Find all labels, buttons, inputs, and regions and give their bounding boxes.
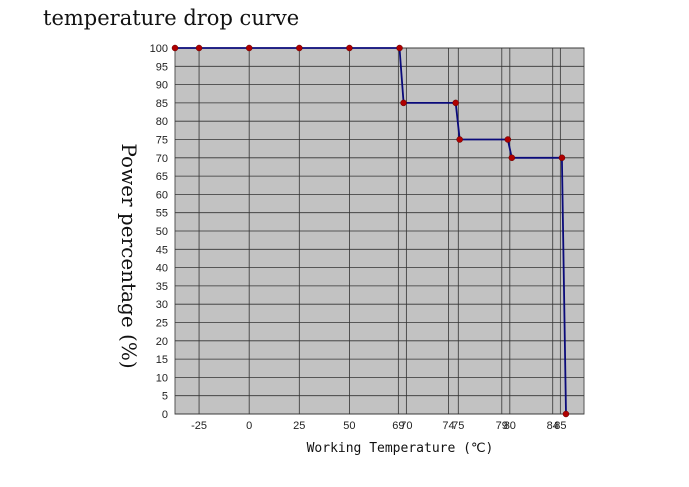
- data-point: [195, 44, 203, 52]
- y-tick-label: 20: [156, 336, 168, 348]
- data-point: [171, 44, 179, 52]
- chart-title: temperature drop curve: [43, 6, 299, 30]
- y-tick-label: 30: [156, 299, 168, 311]
- y-tick-label: 55: [156, 208, 168, 220]
- y-tick-label: 35: [156, 281, 168, 293]
- data-point: [400, 99, 407, 107]
- plot-area: 0 5 10 15 20 25 30 35 40 45 50 55 60 65 70 75 80 85 90 95 10…: [150, 43, 585, 432]
- data-point: [504, 136, 512, 143]
- y-tick-label: 95: [156, 61, 168, 73]
- data-point: [456, 136, 463, 143]
- y-tick-label: 80: [156, 116, 168, 128]
- y-tick-label: 100: [150, 43, 168, 55]
- y-axis-title: Power percentage (%): [117, 143, 141, 368]
- y-tick-label: 85: [156, 98, 168, 110]
- y-tick-label: 40: [156, 263, 168, 275]
- x-tick-label: 70: [400, 420, 412, 432]
- y-tick-label: 0: [162, 409, 168, 421]
- y-tick-label: 60: [156, 189, 168, 201]
- x-tick-label: 84: [547, 420, 559, 432]
- x-tick-label: 85: [554, 420, 566, 432]
- y-tick-label: 10: [156, 372, 168, 384]
- y-tick-label: 70: [156, 153, 168, 165]
- data-point: [346, 44, 353, 52]
- x-tick-label: 80: [504, 420, 516, 432]
- y-tick-label: 45: [156, 244, 168, 256]
- x-tick-label: -25: [191, 420, 207, 432]
- data-point: [562, 410, 570, 418]
- data-point: [558, 154, 566, 162]
- y-tick-label: 25: [156, 318, 168, 330]
- data-point: [396, 44, 403, 52]
- x-tick-label: 25: [293, 420, 305, 432]
- y-tick-label: 5: [162, 391, 168, 403]
- data-point: [452, 99, 459, 107]
- x-axis-title: Working Temperature (℃): [307, 441, 494, 456]
- y-tick-label: 65: [156, 171, 168, 183]
- x-tick-label: 50: [343, 420, 355, 432]
- y-tick-label: 15: [156, 354, 168, 366]
- y-tick-label: 75: [156, 135, 168, 147]
- x-tick-label: 75: [452, 420, 464, 432]
- x-tick-label: 69: [392, 420, 404, 432]
- x-tick-label: 74: [442, 420, 454, 432]
- data-point: [245, 44, 253, 52]
- x-tick-label: 0: [246, 420, 252, 432]
- data-point: [508, 154, 516, 162]
- x-tick-label: 79: [496, 420, 508, 432]
- y-tick-label: 50: [156, 226, 168, 238]
- data-point: [296, 44, 303, 52]
- y-tick-label: 90: [156, 80, 168, 92]
